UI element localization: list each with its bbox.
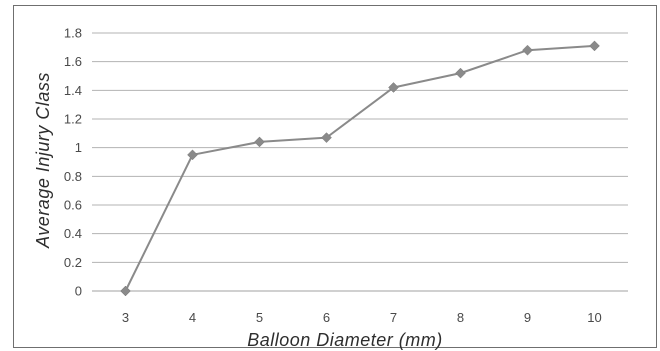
- data-point-marker: [455, 67, 466, 79]
- series-line: [124, 44, 595, 292]
- y-tick-label: 1: [75, 140, 82, 155]
- y-tick-label: 0.4: [64, 226, 82, 241]
- series-layer: [120, 40, 600, 297]
- data-point-marker: [589, 40, 600, 52]
- data-point-marker: [120, 285, 131, 297]
- y-tick-label: 0.6: [64, 198, 82, 213]
- x-tick-label: 4: [189, 310, 196, 325]
- y-tick-label: 0.2: [64, 255, 82, 270]
- y-tick-label: 0.8: [64, 169, 82, 184]
- y-tick-labels: 0 0.2 0.4 0.6 0.8 1 1.2 1.4 1.6 1.8: [64, 26, 82, 299]
- data-point-marker: [321, 132, 332, 143]
- x-tick-label: 9: [524, 310, 531, 325]
- y-tick-label: 1.6: [64, 54, 82, 69]
- y-tick-label: 1.8: [64, 26, 82, 41]
- x-tick-label: 7: [390, 310, 397, 325]
- x-tick-label: 5: [256, 310, 263, 325]
- x-tick-label: 3: [122, 310, 129, 325]
- x-tick-label: 10: [587, 310, 601, 325]
- y-tick-label: 1.4: [64, 83, 82, 98]
- data-point-marker: [254, 136, 265, 148]
- x-tick-labels: 3 4 5 6 7 8 9 10: [122, 310, 602, 325]
- gridlines: [92, 32, 628, 292]
- y-axis-title: Average Injury Class: [33, 72, 53, 249]
- x-axis-title: Balloon Diameter (mm): [247, 330, 443, 350]
- data-point-marker: [187, 149, 198, 161]
- y-tick-label: 0: [75, 284, 82, 299]
- x-tick-label: 8: [457, 310, 464, 325]
- y-tick-label: 1.2: [64, 112, 82, 127]
- x-tick-label: 6: [323, 310, 330, 325]
- data-point-marker: [388, 82, 399, 93]
- data-point-marker: [522, 44, 533, 56]
